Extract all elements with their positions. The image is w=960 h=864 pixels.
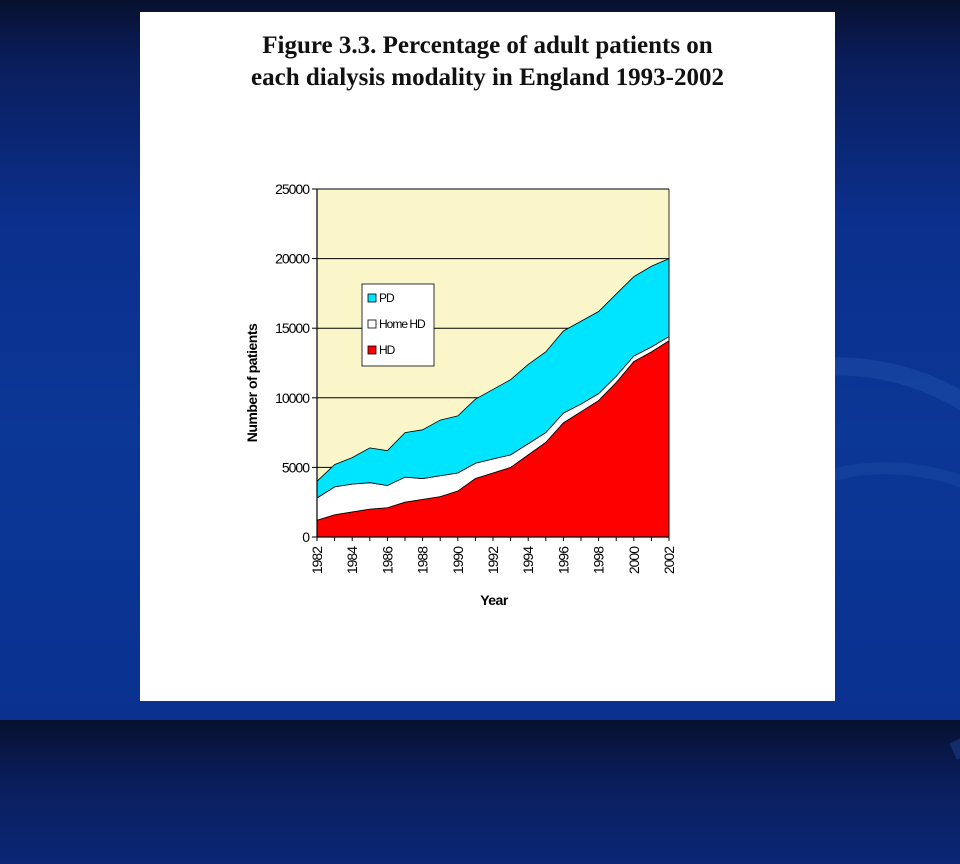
legend-swatch-pd [367, 293, 377, 303]
x-tick-label: 2000 [626, 546, 642, 574]
x-tick-label: 1988 [415, 546, 431, 574]
x-tick-label: 1986 [379, 546, 395, 574]
x-tick-label: 1984 [344, 546, 360, 574]
y-axis-title: Number of patients [244, 323, 260, 442]
legend-swatch-home-hd [367, 319, 377, 329]
figure-title-line-1: Figure 3.3. Percentage of adult patients… [262, 32, 713, 59]
x-tick-label: 1994 [520, 546, 536, 574]
y-tick-label: 25000 [275, 181, 310, 197]
legend-swatch-hd [367, 345, 377, 355]
x-tick-label: 1992 [485, 546, 501, 574]
figure-title: Figure 3.3. Percentage of adult patients… [140, 30, 835, 94]
y-tick-label: 20000 [275, 251, 310, 267]
x-tick-label: 1996 [555, 546, 571, 574]
y-tick-label: 15000 [275, 320, 310, 336]
y-tick-label: 0 [302, 529, 310, 545]
x-axis-title: Year [480, 592, 509, 608]
legend-label-pd: PD [379, 291, 395, 305]
legend-label-home-hd: Home HD [379, 317, 426, 331]
slide-panel: Figure 3.3. Percentage of adult patients… [140, 12, 835, 701]
figure-title-line-2: each dialysis modality in England 1993-2… [251, 64, 724, 91]
y-tick-label: 10000 [275, 390, 310, 406]
legend-label-hd: HD [379, 343, 396, 357]
x-tick-label: 1982 [309, 546, 325, 574]
x-tick-label: 2002 [661, 546, 677, 574]
y-tick-label: 5000 [282, 459, 310, 475]
x-tick-label: 1998 [591, 546, 607, 574]
x-axis-ticks: 1982 1984 1986 1988 1990 1992 1994 1996 1998 2000… [309, 537, 677, 574]
legend: PD Home HD HD [361, 283, 435, 367]
y-axis-ticks: 0 5000 10000 15000 20000 25000 [275, 181, 317, 545]
x-tick-label: 1990 [450, 546, 466, 574]
